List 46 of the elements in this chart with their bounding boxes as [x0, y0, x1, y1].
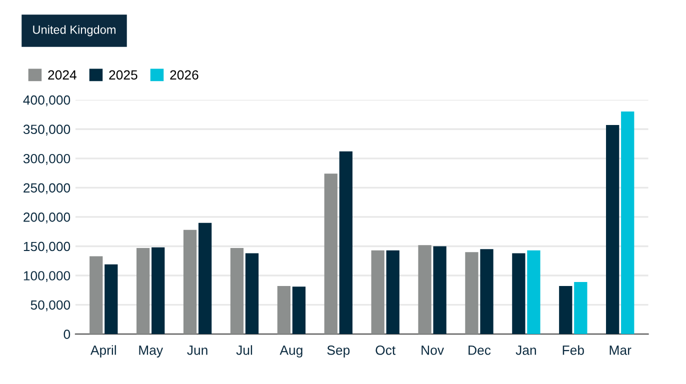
bar: [198, 222, 212, 334]
x-tick-label: Jul: [236, 345, 252, 355]
bar: [292, 286, 306, 334]
legend-label: 2024: [48, 70, 76, 80]
x-tick-label: Jun: [187, 346, 208, 355]
x-tick-label: May: [139, 346, 164, 358]
bar: [433, 246, 446, 334]
bar: [245, 253, 259, 334]
x-tick-label: April: [90, 345, 116, 358]
y-tick-label: 250,000: [24, 183, 70, 194]
bar: [386, 250, 400, 334]
x-tick-label: Jan: [516, 346, 536, 355]
y-tick-label: 200,000: [24, 212, 70, 224]
x-tick-label: Sep: [327, 346, 350, 358]
y-tick-label: 150,000: [24, 242, 70, 253]
bar: [527, 250, 540, 334]
bar: [183, 230, 197, 334]
bar: [339, 151, 352, 334]
bar: [574, 282, 588, 334]
y-tick-label: 400,000: [23, 95, 70, 106]
y-tick-label: 300,000: [23, 154, 70, 165]
x-tick-label: Dec: [468, 346, 491, 355]
x-tick-label: Feb: [562, 345, 584, 355]
y-tick-label: 350,000: [23, 124, 70, 136]
bar: [152, 247, 165, 334]
x-tick-label: Mar: [610, 346, 632, 355]
bar: [480, 249, 494, 334]
bar: [621, 112, 634, 334]
bar: [136, 248, 150, 334]
x-tick-label: Aug: [280, 346, 302, 358]
bar: [230, 248, 244, 334]
bar: [324, 174, 338, 334]
x-tick-label: Nov: [422, 346, 444, 355]
y-tick-label: 0: [64, 330, 70, 339]
legend-label: 2025: [109, 70, 138, 80]
bar: [418, 245, 432, 334]
bar: [371, 250, 384, 334]
y-tick-label: 50,000: [30, 300, 70, 312]
chart-title: United Kingdom: [33, 25, 116, 36]
y-tick-label: 100,000: [24, 271, 70, 282]
bar: [277, 286, 290, 334]
legend-label: 2026: [170, 70, 198, 80]
bar: [90, 256, 103, 334]
x-tick-label: Oct: [376, 346, 396, 355]
bar: [104, 264, 118, 334]
bar: [465, 252, 478, 334]
